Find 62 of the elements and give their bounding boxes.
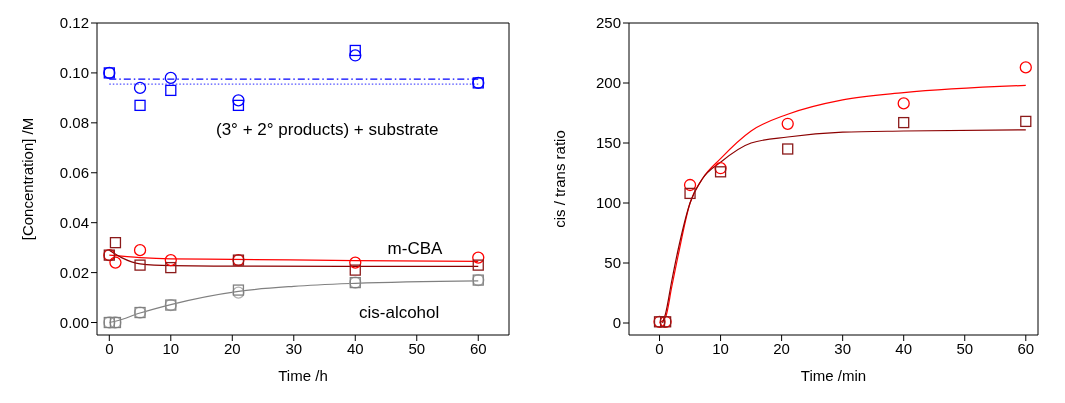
point <box>133 81 147 95</box>
point <box>164 71 177 85</box>
x-tick-label: 30 <box>834 339 851 357</box>
x-tick-label: 40 <box>895 339 913 357</box>
x-tick-label: 20 <box>223 339 241 357</box>
point <box>1019 61 1032 74</box>
x-tick-label: 60 <box>1017 339 1035 357</box>
point <box>349 264 361 276</box>
x-axis-title: Time /h <box>278 367 328 384</box>
point <box>165 261 177 274</box>
point <box>134 259 146 271</box>
point <box>349 44 361 57</box>
annotation: m-CBA <box>387 239 443 259</box>
x-tick-label: 50 <box>408 339 426 357</box>
y-tick-label: 0.12 <box>59 14 89 32</box>
point <box>1020 115 1032 128</box>
x-tick-label: 30 <box>285 339 303 357</box>
x-tick-label: 60 <box>469 339 487 357</box>
point <box>164 253 177 267</box>
point <box>782 143 794 155</box>
x-tick-label: 50 <box>956 339 974 357</box>
y-tick-label: 0.10 <box>59 64 89 82</box>
y-tick-label: 100 <box>595 194 621 212</box>
y-tick-label: 150 <box>595 134 621 152</box>
y-tick-label: 250 <box>595 14 621 32</box>
point <box>898 116 910 129</box>
point <box>714 166 727 178</box>
point <box>683 178 697 192</box>
y-axis-title: [Concentration] /M <box>19 117 37 241</box>
y-tick-label: 0.00 <box>59 313 89 331</box>
point <box>349 256 362 269</box>
point <box>684 187 696 200</box>
point <box>714 162 727 175</box>
y-tick-label: 0.02 <box>59 263 89 281</box>
y-tick-label: 0.06 <box>59 164 89 182</box>
point <box>472 251 485 264</box>
x-axis-title: Time /min <box>800 367 867 384</box>
y-tick-label: 50 <box>604 254 621 272</box>
point <box>472 259 484 271</box>
point <box>133 243 147 257</box>
annotation: cis-alcohol <box>359 302 440 323</box>
point <box>165 84 177 97</box>
x-tick-label: 10 <box>712 339 729 357</box>
point <box>781 117 794 130</box>
x-tick-label: 0 <box>655 339 664 357</box>
point <box>109 256 122 269</box>
x-tick-label: 10 <box>162 339 180 357</box>
y-tick-label: 0.08 <box>59 114 89 132</box>
y-tick-label: 0 <box>612 314 621 332</box>
annotation: (3° + 2° products) + substrate <box>216 119 439 140</box>
point <box>349 49 362 62</box>
x-tick-label: 20 <box>773 339 790 357</box>
x-tick-label: 0 <box>105 339 114 357</box>
point <box>232 99 245 112</box>
point <box>134 99 146 112</box>
y-tick-label: 200 <box>595 74 621 92</box>
y-tick-label: 0.04 <box>59 214 89 231</box>
y-axis-title: cis / trans ratio <box>551 130 569 228</box>
x-tick-label: 40 <box>346 339 364 357</box>
point <box>232 94 245 107</box>
point <box>109 237 122 249</box>
point <box>897 97 910 110</box>
